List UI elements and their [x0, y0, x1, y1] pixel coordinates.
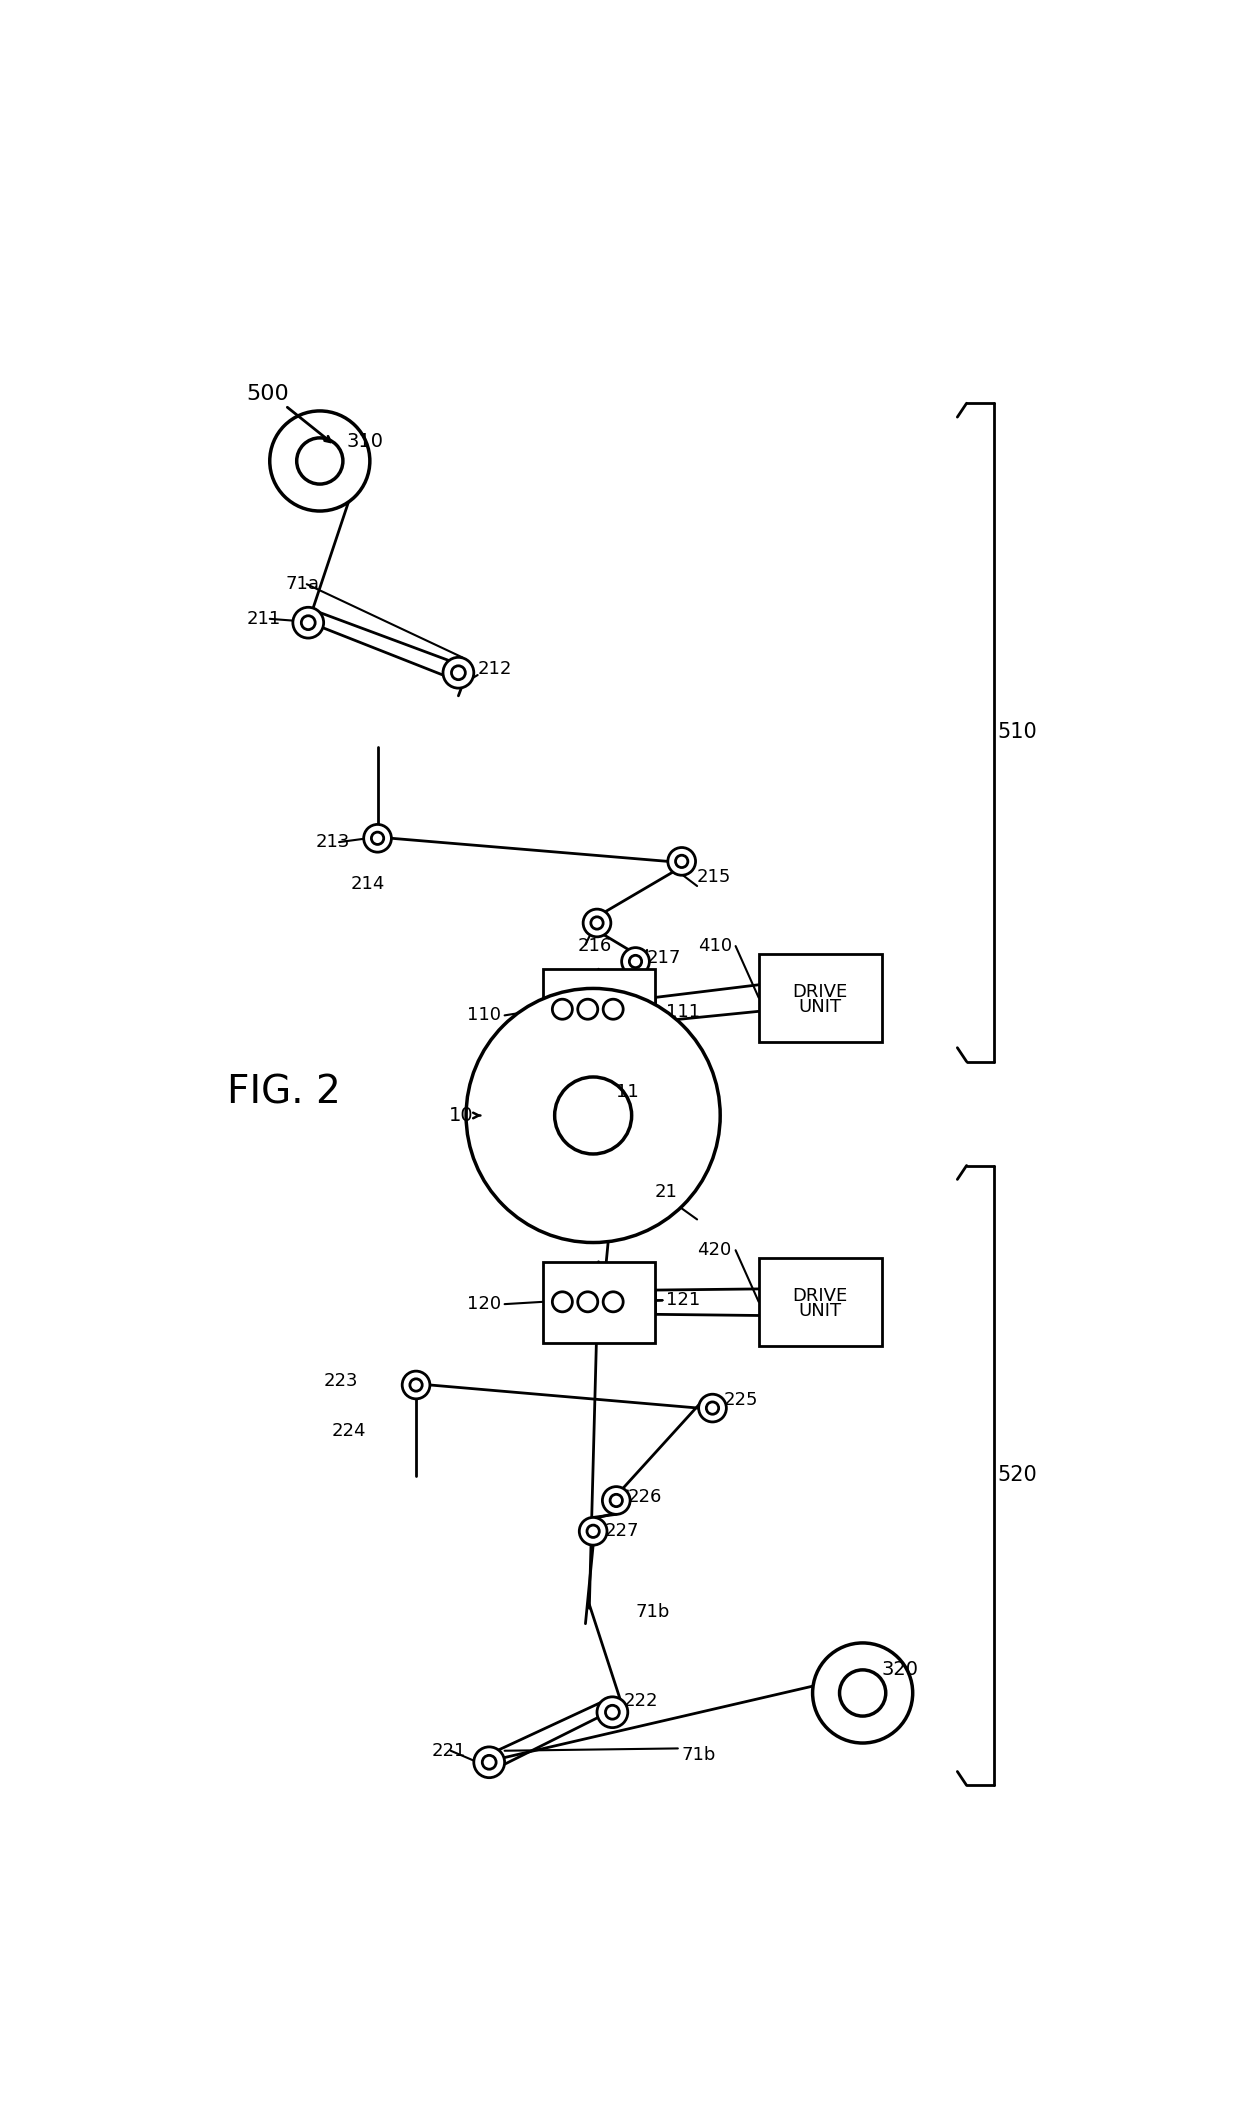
Circle shape	[466, 989, 720, 1242]
Text: 216: 216	[578, 936, 613, 955]
Text: 110: 110	[466, 1006, 501, 1025]
Text: 320: 320	[882, 1660, 919, 1679]
Text: 223: 223	[324, 1373, 358, 1390]
Circle shape	[293, 607, 324, 639]
Bar	[759, 1257, 882, 1346]
Circle shape	[578, 1000, 598, 1019]
Text: DRIVE: DRIVE	[792, 1286, 848, 1305]
Circle shape	[812, 1643, 913, 1742]
Circle shape	[402, 1371, 430, 1398]
Circle shape	[583, 909, 611, 936]
Text: 212: 212	[477, 660, 512, 677]
Text: 71b: 71b	[635, 1603, 670, 1622]
Circle shape	[270, 411, 370, 510]
Bar	[759, 953, 882, 1042]
Text: 410: 410	[698, 936, 732, 955]
Text: UNIT: UNIT	[799, 998, 842, 1017]
Text: 224: 224	[331, 1421, 366, 1440]
Circle shape	[474, 1746, 505, 1778]
Text: 111: 111	[666, 1002, 701, 1021]
Circle shape	[552, 1293, 573, 1312]
Text: DRIVE: DRIVE	[792, 983, 848, 1000]
Text: 10: 10	[449, 1105, 474, 1124]
Text: 11: 11	[616, 1084, 639, 1101]
Text: 121: 121	[666, 1291, 701, 1310]
Text: 214: 214	[351, 875, 384, 894]
Text: 215: 215	[697, 867, 732, 886]
Text: 222: 222	[624, 1691, 658, 1710]
Text: 420: 420	[697, 1242, 732, 1259]
Circle shape	[578, 1293, 598, 1312]
Text: 21: 21	[655, 1183, 677, 1202]
Circle shape	[621, 947, 650, 974]
Circle shape	[363, 825, 392, 852]
Circle shape	[603, 1000, 624, 1019]
Text: 213: 213	[316, 833, 351, 852]
Text: 120: 120	[466, 1295, 501, 1314]
Circle shape	[552, 1000, 573, 1019]
Text: 71a: 71a	[285, 576, 319, 593]
Circle shape	[603, 1293, 624, 1312]
Circle shape	[596, 1698, 627, 1727]
Text: 510: 510	[997, 721, 1037, 742]
Text: 226: 226	[627, 1487, 662, 1506]
Circle shape	[579, 1516, 608, 1546]
Circle shape	[698, 1394, 727, 1421]
Text: 310: 310	[347, 432, 383, 451]
Bar	[543, 970, 655, 1050]
Circle shape	[668, 848, 696, 875]
Text: 227: 227	[605, 1523, 639, 1540]
Circle shape	[603, 1487, 630, 1514]
Text: 221: 221	[432, 1742, 466, 1759]
Text: 71a: 71a	[567, 1029, 600, 1048]
Text: 225: 225	[724, 1392, 759, 1409]
Bar	[543, 1261, 655, 1343]
Circle shape	[443, 658, 474, 688]
Text: 211: 211	[247, 610, 281, 628]
Text: 217: 217	[647, 949, 682, 966]
Text: UNIT: UNIT	[799, 1301, 842, 1320]
Text: 500: 500	[247, 384, 289, 405]
Text: 520: 520	[997, 1466, 1037, 1485]
Text: FIG. 2: FIG. 2	[227, 1073, 341, 1111]
Text: 71b: 71b	[682, 1746, 715, 1763]
